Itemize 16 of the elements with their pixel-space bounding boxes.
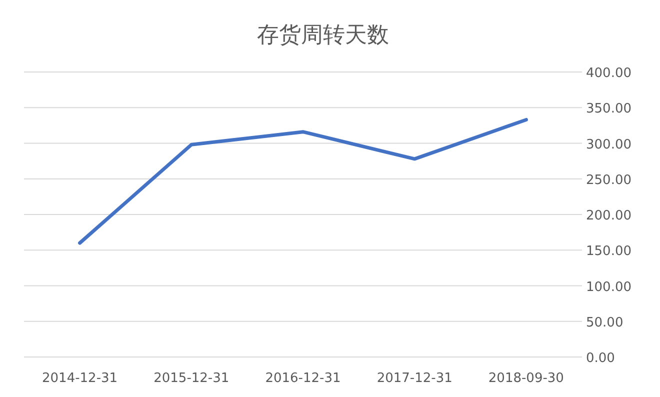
y-tick-label: 400.00 [586,66,632,81]
y-tick-label: 100.00 [586,280,632,295]
chart-title: 存货周转天数 [257,23,389,48]
y-tick-label: 200.00 [586,208,632,224]
x-tick-label: 2017-12-31 [376,371,452,386]
y-tick-label: 150.00 [586,244,632,260]
x-tick-label: 2018-09-30 [488,371,564,386]
x-tick-label: 2015-12-31 [154,371,230,386]
y-tick-label: 300.00 [586,137,632,152]
y-tick-label: 0.00 [586,351,615,366]
y-tick-label: 250.00 [586,172,632,188]
line-series [78,118,528,245]
y-tick-label: 50.00 [586,315,624,330]
x-tick-label: 2016-12-31 [265,371,341,386]
x-tick-label: 2014-12-31 [42,371,118,386]
y-tick-label: 350.00 [586,102,632,117]
